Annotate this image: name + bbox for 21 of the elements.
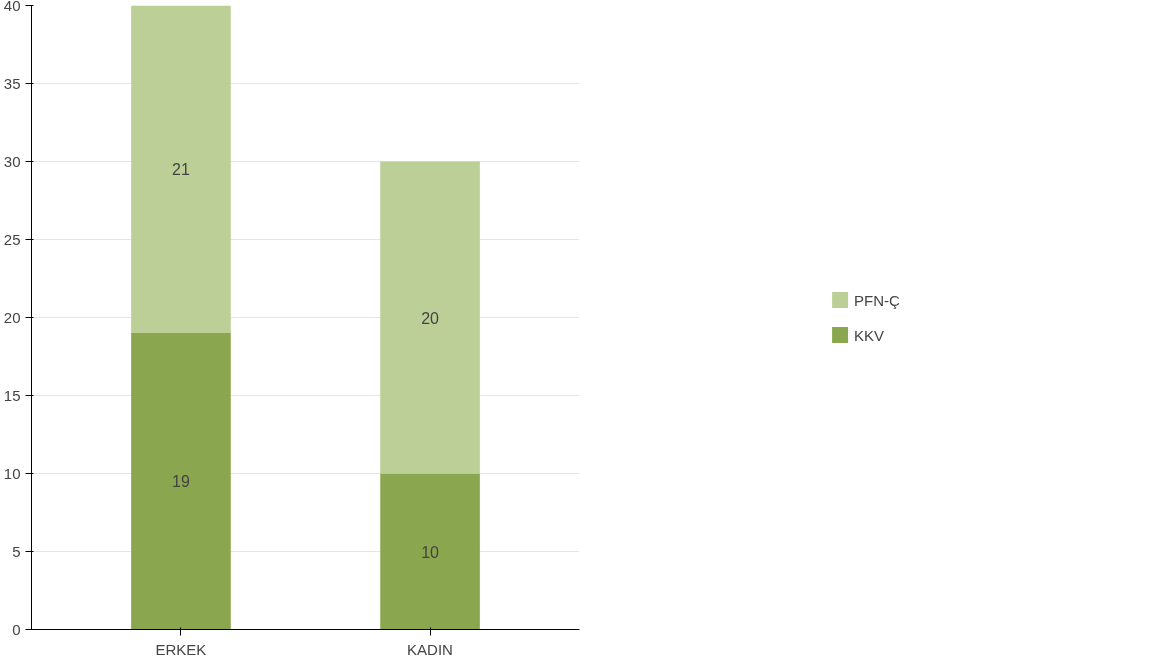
- y-tick-label: 35: [3, 74, 21, 92]
- y-tick-label: 10: [3, 464, 21, 482]
- y-tick-label: 5: [12, 542, 21, 560]
- y-tick-label: 25: [3, 230, 21, 248]
- legend-label: PFN-Ç: [854, 291, 900, 308]
- y-tick-label: 40: [3, 0, 21, 14]
- legend-label: KKV: [854, 326, 885, 343]
- data-label: 21: [172, 161, 190, 179]
- y-tick-label: 0: [12, 620, 21, 638]
- bar: [131, 333, 231, 630]
- data-label: 19: [172, 473, 190, 491]
- bar: [380, 473, 480, 630]
- y-tick-label: 30: [3, 152, 21, 170]
- x-tick-label: KADIN: [407, 640, 453, 658]
- y-tick-label: 20: [3, 308, 21, 326]
- bar: [380, 161, 480, 474]
- y-tick-label: 15: [3, 386, 21, 404]
- data-label: 20: [421, 309, 440, 327]
- bar: [131, 5, 231, 334]
- data-label: 10: [421, 543, 440, 561]
- x-tick-label: ERKEK: [155, 640, 207, 658]
